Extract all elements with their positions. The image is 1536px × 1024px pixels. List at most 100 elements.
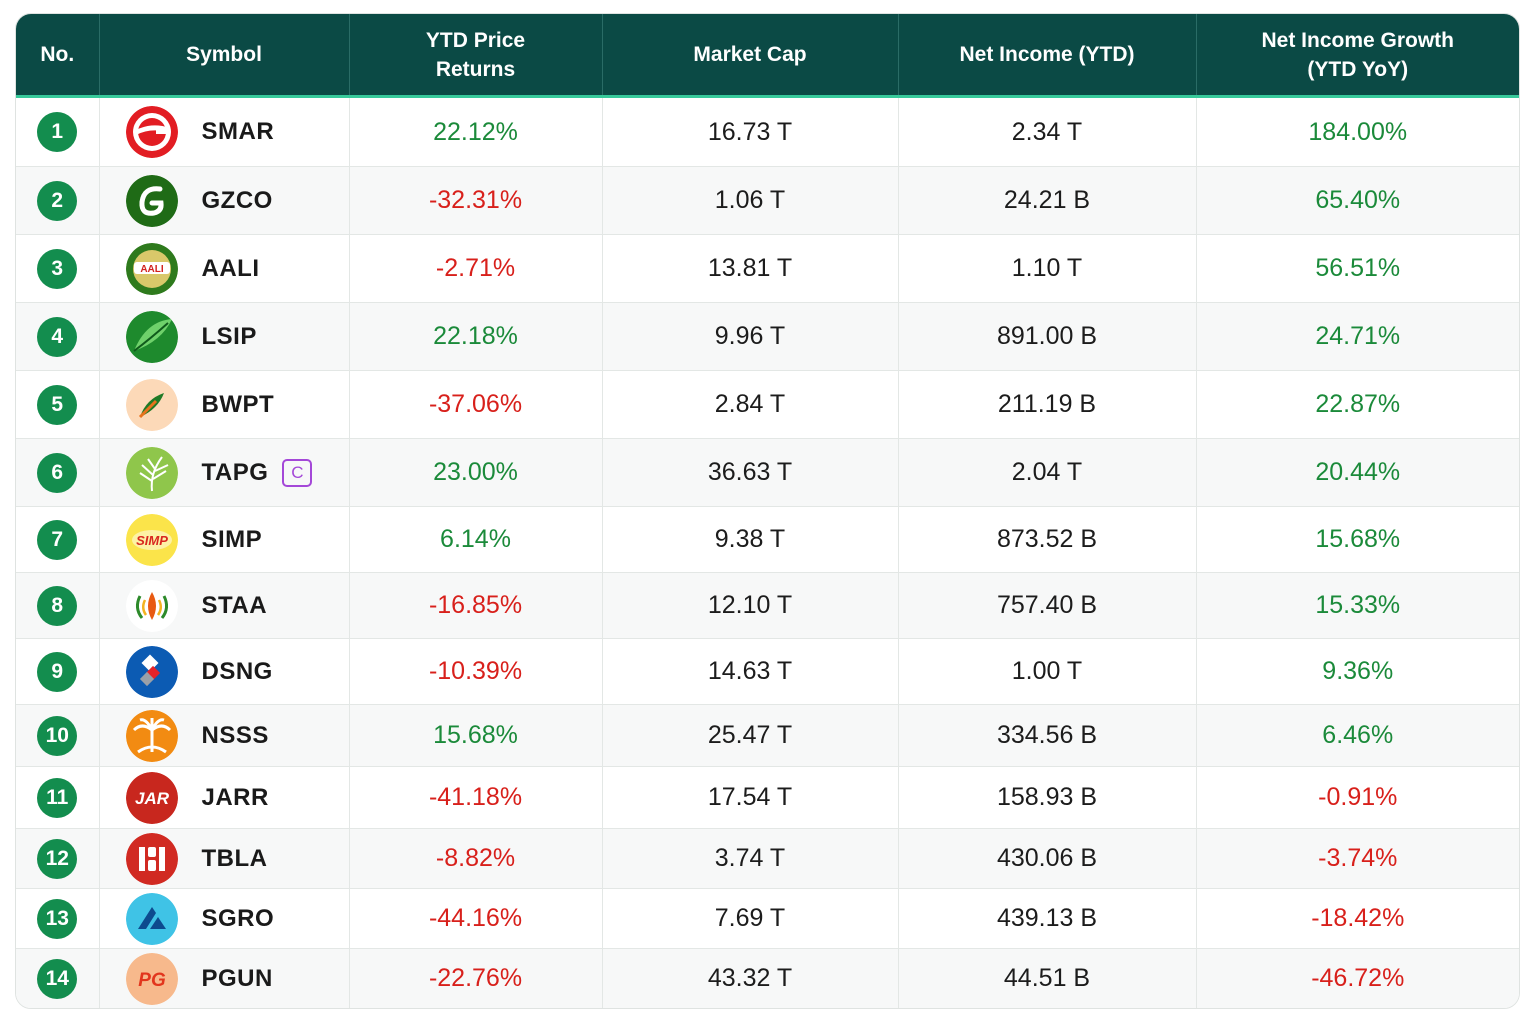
symbol-ticker[interactable]: JARR <box>201 783 269 811</box>
symbol-cell[interactable]: AALI AALI <box>99 234 350 303</box>
row-number-badge: 11 <box>37 777 78 818</box>
header-no[interactable]: No. <box>16 14 100 98</box>
table-row[interactable]: 5 BWPT -37.06% 2.84 T 211.19 B 22.87% <box>16 370 1519 439</box>
table-row[interactable]: 11 JAR JARR -41.18% 17.54 T 158.93 B -0.… <box>16 766 1519 829</box>
market-cap-cell: 17.54 T <box>602 766 899 829</box>
simp-logo: SIMP <box>125 513 178 566</box>
net-income-cell: 211.19 B <box>898 370 1197 439</box>
market-cap-cell: 3.74 T <box>602 828 899 889</box>
symbol-cell[interactable]: LSIP <box>99 302 350 371</box>
net-income-growth-cell: 20.44% <box>1196 438 1519 507</box>
symbol-ticker[interactable]: AALI <box>201 254 260 282</box>
net-income-growth-cell: -0.91% <box>1196 766 1519 829</box>
table-row[interactable]: 4 LSIP 22.18% 9.96 T 891.00 B 24.71% <box>16 302 1519 371</box>
table-row[interactable]: 13 SGRO -44.16% 7.69 T 439.13 B -18.42% <box>16 888 1519 949</box>
row-number-badge: 12 <box>37 838 78 879</box>
net-income-cell: 2.34 T <box>898 96 1197 167</box>
staa-logo <box>125 579 178 632</box>
symbol-ticker[interactable]: SGRO <box>201 904 275 932</box>
header-ytd-price-returns[interactable]: YTD Price Returns <box>349 14 603 98</box>
ytd-price-return-cell: -2.71% <box>349 234 603 303</box>
stock-table: No. Symbol YTD Price Returns Market Cap … <box>16 14 1519 1008</box>
symbol-ticker[interactable]: SMAR <box>201 118 275 145</box>
symbol-cell[interactable]: GZCO <box>99 166 350 235</box>
table-row[interactable]: 6 TAPG C 23.00% 36.63 T 2.04 T 20.44% <box>16 438 1519 507</box>
table-header: No. Symbol YTD Price Returns Market Cap … <box>16 14 1519 98</box>
market-cap-cell: 16.73 T <box>602 96 899 167</box>
ytd-price-return-cell: -22.76% <box>349 948 603 1008</box>
symbol-ticker[interactable]: PGUN <box>201 964 273 992</box>
net-income-growth-cell: 9.36% <box>1196 638 1519 705</box>
symbol-cell[interactable]: STAA <box>99 572 350 639</box>
row-number-badge: 2 <box>37 180 78 221</box>
table-row[interactable]: 12 TBLA -8.82% 3.74 T 430.06 B -3.74% <box>16 828 1519 889</box>
table-row[interactable]: 10 NSSS 15.68% 25.47 T 334.56 B 6.46% <box>16 704 1519 767</box>
symbol-cell[interactable]: SIMP SIMP <box>99 506 350 573</box>
net-income-cell: 334.56 B <box>898 704 1197 767</box>
symbol-cell[interactable]: DSNG <box>99 638 350 705</box>
net-income-cell: 1.00 T <box>898 638 1197 705</box>
row-number-badge: 1 <box>37 112 78 152</box>
table-row[interactable]: 3 AALI AALI -2.71% 13.81 T 1.10 T 56.51% <box>16 234 1519 303</box>
symbol-ticker[interactable]: GZCO <box>201 186 273 214</box>
row-number-cell: 1 <box>16 96 100 167</box>
ytd-price-return-cell: 22.18% <box>349 302 603 371</box>
symbol-cell[interactable]: TAPG C <box>99 438 350 507</box>
market-cap-cell: 14.63 T <box>602 638 899 705</box>
conglomerate-tag[interactable]: C <box>282 458 313 487</box>
row-number-cell: 5 <box>16 370 100 439</box>
symbol-ticker[interactable]: TAPG <box>201 458 269 486</box>
symbol-cell[interactable]: BWPT <box>99 370 350 439</box>
smar-logo <box>125 106 178 158</box>
svg-text:JAR: JAR <box>134 789 169 808</box>
header-net-income-growth[interactable]: Net Income Growth (YTD YoY) <box>1196 14 1519 98</box>
table-row[interactable]: 9 DSNG -10.39% 14.63 T 1.00 T 9.36% <box>16 638 1519 705</box>
net-income-cell: 891.00 B <box>898 302 1197 371</box>
symbol-cell[interactable]: TBLA <box>99 828 350 889</box>
header-market-cap[interactable]: Market Cap <box>602 14 899 98</box>
net-income-cell: 24.21 B <box>898 166 1197 235</box>
table-row[interactable]: 2 GZCO -32.31% 1.06 T 24.21 B 65.40% <box>16 166 1519 235</box>
symbol-ticker[interactable]: DSNG <box>201 657 273 685</box>
row-number-badge: 4 <box>37 316 78 357</box>
net-income-cell: 44.51 B <box>898 948 1197 1008</box>
row-number-cell: 8 <box>16 572 100 639</box>
symbol-ticker[interactable]: SIMP <box>201 525 263 553</box>
net-income-cell: 1.10 T <box>898 234 1197 303</box>
header-net-income[interactable]: Net Income (YTD) <box>898 14 1197 98</box>
row-number-cell: 6 <box>16 438 100 507</box>
row-number-badge: 6 <box>37 452 78 493</box>
market-cap-cell: 2.84 T <box>602 370 899 439</box>
symbol-cell[interactable]: PG PGUN <box>99 948 350 1008</box>
table-row[interactable]: 14 PG PGUN -22.76% 43.32 T 44.51 B -46.7… <box>16 948 1519 1008</box>
market-cap-cell: 36.63 T <box>602 438 899 507</box>
table-row[interactable]: 8 STAA -16.85% 12.10 T 757.40 B 15.33% <box>16 572 1519 639</box>
symbol-ticker[interactable]: BWPT <box>201 390 275 418</box>
table-row[interactable]: 1 SMAR 22.12% 16.73 T 2.34 T 184.00% <box>16 96 1519 167</box>
row-number-badge: 13 <box>37 898 78 939</box>
row-number-cell: 13 <box>16 888 100 949</box>
ytd-price-return-cell: -44.16% <box>349 888 603 949</box>
market-cap-cell: 7.69 T <box>602 888 899 949</box>
symbol-cell[interactable]: SGRO <box>99 888 350 949</box>
market-cap-cell: 9.96 T <box>602 302 899 371</box>
symbol-cell[interactable]: NSSS <box>99 704 350 767</box>
row-number-cell: 10 <box>16 704 100 767</box>
jarr-logo: JAR <box>125 771 178 824</box>
net-income-growth-cell: -18.42% <box>1196 888 1519 949</box>
net-income-cell: 757.40 B <box>898 572 1197 639</box>
tbla-logo <box>125 832 178 885</box>
symbol-ticker[interactable]: NSSS <box>201 721 269 749</box>
ytd-price-return-cell: -10.39% <box>349 638 603 705</box>
table-row[interactable]: 7 SIMP SIMP 6.14% 9.38 T 873.52 B 15.68% <box>16 506 1519 573</box>
row-number-badge: 3 <box>37 248 78 289</box>
net-income-growth-cell: 15.68% <box>1196 506 1519 573</box>
symbol-cell[interactable]: JAR JARR <box>99 766 350 829</box>
symbol-cell[interactable]: SMAR <box>99 96 350 167</box>
header-symbol[interactable]: Symbol <box>99 14 350 98</box>
net-income-growth-cell: -46.72% <box>1196 948 1519 1008</box>
market-cap-cell: 1.06 T <box>602 166 899 235</box>
symbol-ticker[interactable]: LSIP <box>201 322 257 350</box>
symbol-ticker[interactable]: TBLA <box>201 844 268 872</box>
symbol-ticker[interactable]: STAA <box>201 591 268 619</box>
